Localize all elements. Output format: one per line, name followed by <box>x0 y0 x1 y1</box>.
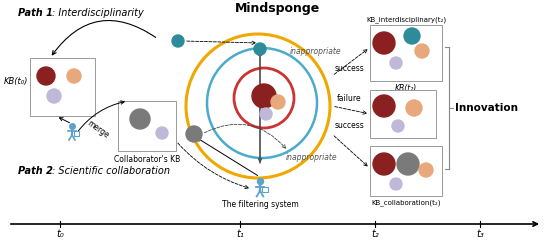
Circle shape <box>254 43 266 55</box>
Circle shape <box>419 163 433 177</box>
Text: KB_collaboration(t₂): KB_collaboration(t₂) <box>371 199 441 206</box>
FancyBboxPatch shape <box>74 131 79 136</box>
FancyBboxPatch shape <box>118 101 176 151</box>
Text: t₃: t₃ <box>476 229 484 239</box>
Text: merge: merge <box>85 118 111 140</box>
FancyBboxPatch shape <box>370 90 436 138</box>
Circle shape <box>373 153 395 175</box>
Circle shape <box>67 69 81 83</box>
Text: failure: failure <box>337 94 361 103</box>
Circle shape <box>260 108 272 120</box>
Text: KB(t₂): KB(t₂) <box>395 84 417 93</box>
Circle shape <box>130 109 150 129</box>
Circle shape <box>271 95 285 109</box>
Text: inappropriate: inappropriate <box>290 46 342 56</box>
FancyBboxPatch shape <box>262 186 268 192</box>
Circle shape <box>404 28 420 44</box>
Text: Mindsponge: Mindsponge <box>235 2 321 15</box>
Circle shape <box>373 32 395 54</box>
Circle shape <box>415 44 429 58</box>
Text: : Scientific collaboration: : Scientific collaboration <box>52 166 170 176</box>
Text: Path 2: Path 2 <box>18 166 53 176</box>
Circle shape <box>186 126 202 142</box>
Text: Innovation: Innovation <box>455 103 518 113</box>
Circle shape <box>156 127 168 139</box>
Text: success: success <box>334 64 364 73</box>
Circle shape <box>397 153 419 175</box>
Text: inappropriate: inappropriate <box>286 154 338 163</box>
Circle shape <box>392 120 404 132</box>
Text: KB_interdisciplinary(t₂): KB_interdisciplinary(t₂) <box>366 16 446 23</box>
Circle shape <box>390 57 402 69</box>
Text: Path 1: Path 1 <box>18 8 53 18</box>
FancyBboxPatch shape <box>370 25 442 81</box>
Text: The filtering system: The filtering system <box>222 200 298 209</box>
Circle shape <box>252 84 276 108</box>
FancyBboxPatch shape <box>370 146 442 196</box>
Circle shape <box>373 95 395 117</box>
Text: : Interdisciplinarity: : Interdisciplinarity <box>52 8 144 18</box>
FancyBboxPatch shape <box>30 58 95 116</box>
Circle shape <box>47 89 61 103</box>
Circle shape <box>390 178 402 190</box>
Text: t₁: t₁ <box>236 229 244 239</box>
Circle shape <box>172 35 184 47</box>
Text: KB(t₀): KB(t₀) <box>4 77 28 86</box>
Text: t₀: t₀ <box>56 229 64 239</box>
Text: t₂: t₂ <box>371 229 379 239</box>
Circle shape <box>37 67 55 85</box>
Text: success: success <box>334 121 364 130</box>
Text: Collaborator's KB: Collaborator's KB <box>114 155 180 164</box>
Circle shape <box>406 100 422 116</box>
